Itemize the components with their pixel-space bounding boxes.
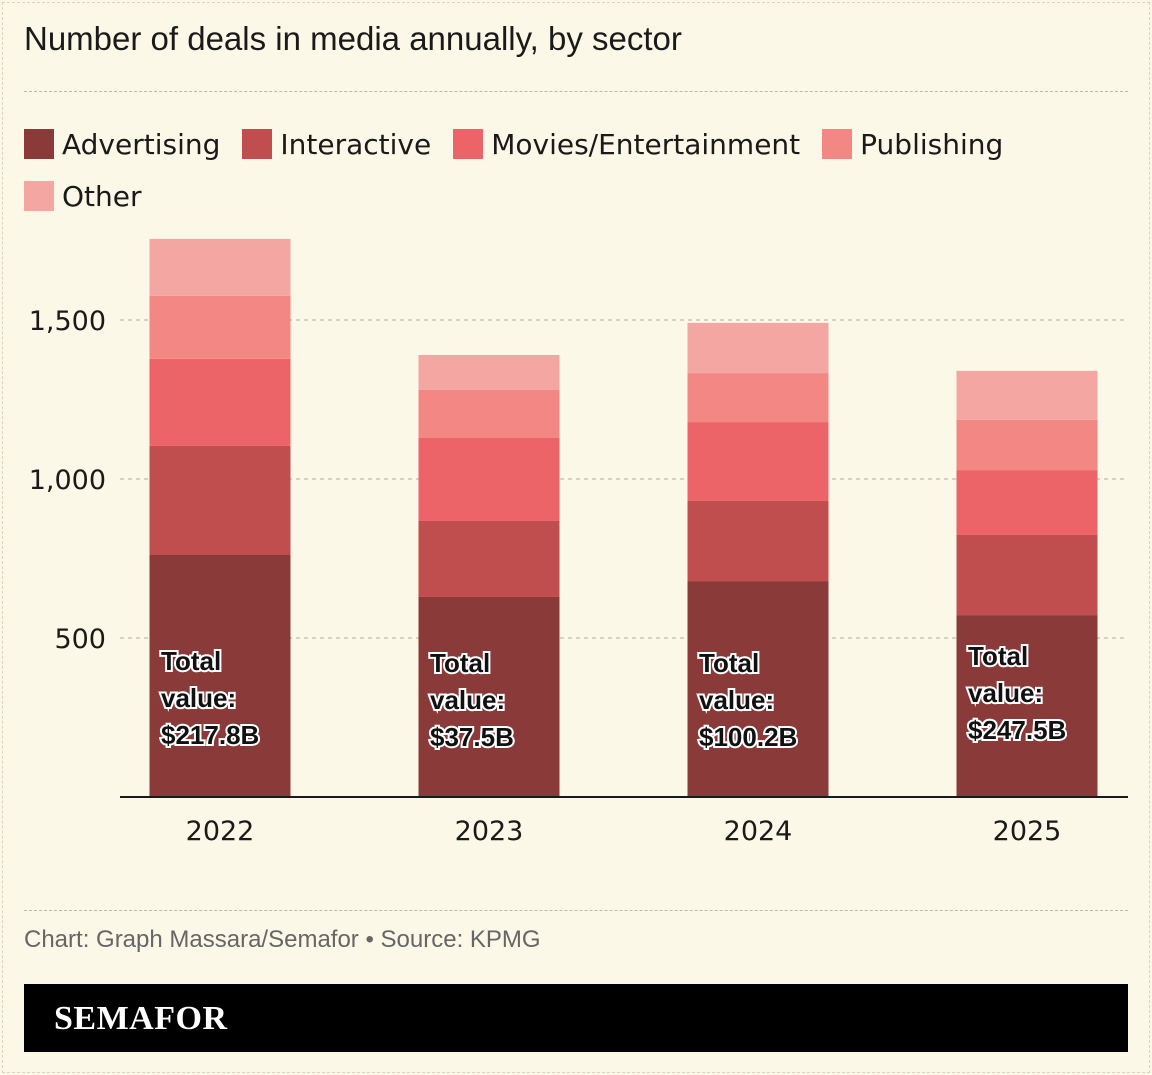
bar-segment-advertising bbox=[956, 615, 1098, 797]
bar-segment-other bbox=[687, 322, 829, 374]
bar-segment-interactive bbox=[956, 534, 1098, 616]
legend-swatch bbox=[453, 129, 484, 159]
total-value-label: $100.2B bbox=[699, 722, 797, 752]
bar-segment-publishing bbox=[687, 373, 829, 423]
total-value-label: Total bbox=[430, 648, 490, 678]
legend-swatch bbox=[822, 129, 853, 159]
legend-label: Other bbox=[62, 179, 142, 213]
legend: Advertising Interactive Movies/Entertainme… bbox=[24, 126, 1124, 214]
legend-swatch bbox=[24, 181, 54, 211]
bar-segment-interactive bbox=[149, 445, 291, 556]
bar-segment-advertising bbox=[149, 555, 291, 797]
chart-title: Number of deals in media annually, by se… bbox=[24, 20, 682, 57]
y-tick-label: 1,500 bbox=[29, 306, 106, 337]
total-value-label: Total bbox=[968, 641, 1028, 671]
chart-plot: 500 1,000 1,500 2022 Total value: $217.8B 2023 T… bbox=[29, 238, 1128, 847]
footer-bar: SEMAFOR bbox=[24, 984, 1128, 1052]
chart-credit: Chart: Graph Massara/Semafor • Source: K… bbox=[24, 926, 541, 953]
total-value-label: value: bbox=[699, 685, 774, 715]
x-tick-label: 2024 bbox=[724, 816, 793, 847]
total-value-label: Total bbox=[699, 648, 759, 678]
legend-item: Other bbox=[24, 178, 142, 214]
x-tick-label: 2023 bbox=[455, 816, 524, 847]
legend-label: Movies/Entertainment bbox=[491, 127, 801, 161]
bar-segment-publishing bbox=[149, 295, 291, 359]
y-tick-label: 500 bbox=[54, 624, 106, 655]
legend-swatch bbox=[242, 129, 273, 159]
bar-segment-movies-entertainment bbox=[418, 437, 560, 521]
bar-segment-movies-entertainment bbox=[149, 358, 291, 446]
legend-label: Publishing bbox=[860, 127, 1004, 161]
bar-segment-interactive bbox=[418, 520, 560, 597]
legend-label: Interactive bbox=[280, 127, 432, 161]
total-value-label: Total bbox=[161, 646, 221, 676]
legend-item: Interactive bbox=[242, 126, 431, 162]
bar-segment-advertising bbox=[687, 581, 829, 797]
footer-divider bbox=[24, 910, 1128, 911]
total-value-label: value: bbox=[161, 683, 236, 713]
x-tick-label: 2025 bbox=[993, 816, 1062, 847]
total-value-label: value: bbox=[968, 678, 1043, 708]
total-value-label: $217.8B bbox=[161, 720, 259, 750]
total-value-label: $37.5B bbox=[430, 722, 514, 752]
bar-segment-other bbox=[956, 370, 1098, 420]
bar-segment-other bbox=[149, 238, 291, 296]
legend-label: Advertising bbox=[62, 127, 221, 161]
semafor-logo: SEMAFOR bbox=[54, 1000, 228, 1037]
x-tick-label: 2022 bbox=[186, 816, 255, 847]
legend-swatch bbox=[24, 129, 54, 159]
total-value-label: value: bbox=[430, 685, 505, 715]
legend-item: Advertising bbox=[24, 126, 220, 162]
legend-item: Publishing bbox=[822, 126, 1003, 162]
bar-segment-movies-entertainment bbox=[687, 422, 829, 501]
bar-segment-interactive bbox=[687, 500, 829, 582]
bar-segment-advertising bbox=[418, 596, 560, 797]
bar-segment-movies-entertainment bbox=[956, 470, 1098, 535]
y-tick-label: 1,000 bbox=[29, 465, 106, 496]
title-divider bbox=[24, 91, 1128, 92]
bar-segment-publishing bbox=[418, 389, 560, 438]
bar-segment-publishing bbox=[956, 419, 1098, 471]
legend-item: Movies/Entertainment bbox=[453, 126, 800, 162]
bar-segment-other bbox=[418, 354, 560, 390]
total-value-label: $247.5B bbox=[968, 715, 1066, 745]
